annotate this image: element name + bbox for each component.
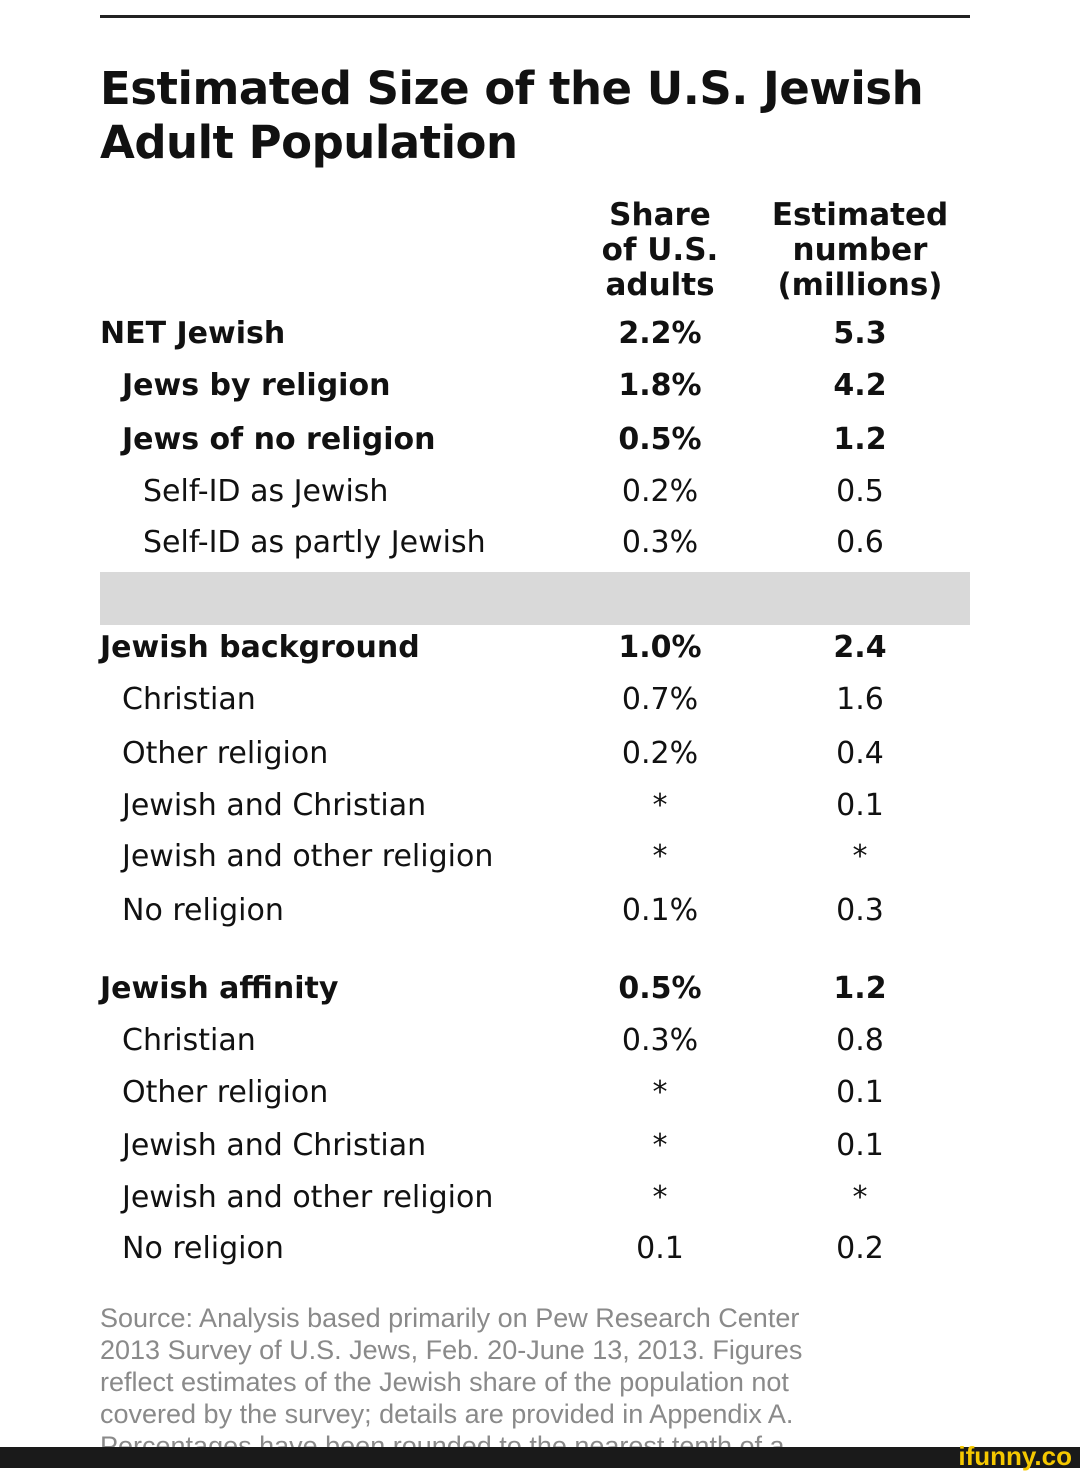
share-value: * — [652, 1180, 668, 1215]
table-row: Jews of no religion 0.5% 1.2 — [0, 422, 1080, 462]
share-value: 2.2% — [618, 316, 702, 351]
table-row: Jewish and Christian * 0.1 — [0, 788, 1080, 828]
share-value: 0.3% — [621, 1023, 699, 1058]
table-row: NET Jewish 2.2% 5.3 — [0, 316, 1080, 356]
number-value: 0.4 — [836, 736, 884, 771]
row-label: Self-ID as Jewish — [143, 474, 389, 509]
row-label: Jewish and Christian — [122, 788, 427, 823]
share-value: 0.5% — [618, 971, 702, 1006]
number-value: 2.4 — [833, 630, 887, 665]
row-label: Self-ID as partly Jewish — [143, 525, 486, 560]
number-value: 1.2 — [833, 422, 887, 457]
share-value: 0.5% — [618, 422, 702, 457]
number-value: 0.1 — [836, 1075, 884, 1110]
table-row: Other religion * 0.1 — [0, 1075, 1080, 1115]
share-value: 0.3% — [621, 525, 699, 560]
table-row: Other religion 0.2% 0.4 — [0, 736, 1080, 776]
number-value: 5.3 — [833, 316, 887, 351]
table-row: Jewish and other religion * * — [0, 839, 1080, 879]
row-label: Jews by religion — [122, 368, 391, 403]
separator-band — [100, 572, 970, 625]
watermark-logo: ifunny.co — [958, 1441, 1072, 1471]
number-value: 0.3 — [836, 893, 884, 928]
footer-bar: ifunny.co — [0, 1441, 1080, 1471]
row-label: NET Jewish — [100, 316, 286, 351]
table-row: No religion 0.1% 0.3 — [0, 893, 1080, 933]
number-value: 0.5 — [836, 474, 884, 509]
share-value: 0.2% — [621, 736, 699, 771]
row-label: Jewish background — [100, 630, 420, 665]
share-value: 1.8% — [618, 368, 702, 403]
share-value: * — [652, 839, 668, 874]
number-value: 0.1 — [836, 788, 884, 823]
source-line: covered by the survey; details are provi… — [100, 1399, 794, 1429]
header-line: adults — [605, 267, 715, 303]
header-line: Share — [609, 197, 711, 233]
number-value: 1.2 — [833, 971, 887, 1006]
number-value: * — [852, 1180, 868, 1215]
table-row: Jewish background 1.0% 2.4 — [0, 630, 1080, 670]
source-line: Source: Analysis based primarily on Pew … — [100, 1303, 800, 1333]
top-rule — [100, 15, 970, 18]
table-row: Jews by religion 1.8% 4.2 — [0, 368, 1080, 408]
number-value: 1.6 — [836, 682, 884, 717]
share-value: * — [652, 788, 668, 823]
share-value: 0.7% — [621, 682, 699, 717]
row-label: No religion — [122, 1231, 284, 1266]
row-label: Christian — [122, 682, 256, 717]
row-label: No religion — [122, 893, 284, 928]
row-label: Other religion — [122, 1075, 329, 1110]
share-value: * — [652, 1075, 668, 1110]
header-line: of U.S. — [601, 232, 719, 268]
page-title: Estimated Size of the U.S. Jewish Adult … — [100, 62, 924, 169]
number-value: * — [852, 839, 868, 874]
row-label: Other religion — [122, 736, 329, 771]
share-value: 0.1% — [621, 893, 699, 928]
row-label: Jewish and other religion — [122, 839, 494, 874]
header-line: Estimated — [771, 197, 949, 233]
table-row: Christian 0.7% 1.6 — [0, 682, 1080, 722]
source-line: 2013 Survey of U.S. Jews, Feb. 20-June 1… — [100, 1335, 803, 1365]
table-row: No religion 0.1 0.2 — [0, 1231, 1080, 1271]
table-row: Jewish and other religion * * — [0, 1180, 1080, 1220]
row-label: Jewish and other religion — [122, 1180, 494, 1215]
row-label: Christian — [122, 1023, 256, 1058]
share-value: 0.1 — [636, 1231, 684, 1266]
header-line: (millions) — [777, 267, 943, 303]
table-row: Self-ID as partly Jewish 0.3% 0.6 — [0, 525, 1080, 565]
share-value: 1.0% — [618, 630, 702, 665]
number-value: 0.1 — [836, 1128, 884, 1163]
column-header-number: Estimated number (millions) — [760, 198, 960, 303]
share-value: 0.2% — [621, 474, 699, 509]
source-note: Source: Analysis based primarily on Pew … — [100, 1302, 950, 1462]
row-label: Jews of no religion — [122, 422, 436, 457]
table-row: Christian 0.3% 0.8 — [0, 1023, 1080, 1063]
table-row: Self-ID as Jewish 0.2% 0.5 — [0, 474, 1080, 514]
column-header-share: Share of U.S. adults — [590, 198, 730, 303]
number-value: 0.6 — [836, 525, 884, 560]
source-line: reflect estimates of the Jewish share of… — [100, 1367, 789, 1397]
number-value: 0.2 — [836, 1231, 884, 1266]
table-row: Jewish and Christian * 0.1 — [0, 1128, 1080, 1168]
number-value: 4.2 — [833, 368, 887, 403]
table-row: Jewish affinity 0.5% 1.2 — [0, 971, 1080, 1011]
share-value: * — [652, 1128, 668, 1163]
row-label: Jewish affinity — [100, 971, 339, 1006]
header-line: number — [792, 232, 928, 268]
row-label: Jewish and Christian — [122, 1128, 427, 1163]
number-value: 0.8 — [836, 1023, 884, 1058]
